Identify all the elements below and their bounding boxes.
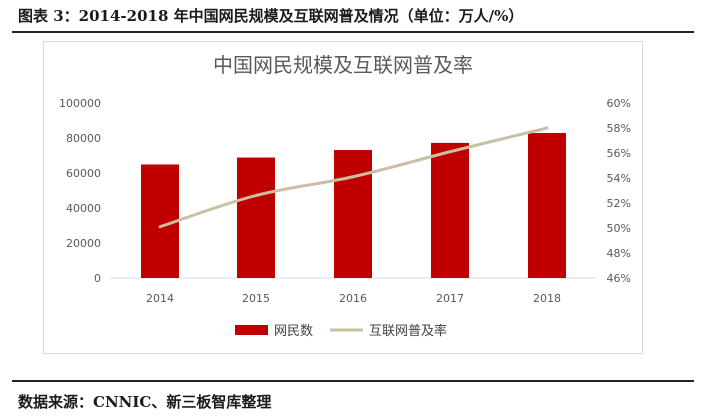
y-tick-label: 80000 [66,132,101,145]
y2-tick-label: 60% [607,97,631,110]
y2-tick-label: 54% [607,172,631,185]
x-tick-label: 2018 [533,292,561,305]
top-rule [12,31,694,33]
legend-swatch-bar [235,325,268,335]
x-tick-label: 2016 [339,292,367,305]
chart-title: 中国网民规模及互联网普及率 [213,53,473,77]
bar-series [141,133,566,278]
y-tick-label: 0 [94,272,101,285]
x-tick-label: 2017 [436,292,464,305]
legend: 网民数 互联网普及率 [235,323,447,339]
y-tick-label: 20000 [66,237,101,250]
y2-tick-label: 52% [607,197,631,210]
y2-tick-label: 48% [607,247,631,260]
penetration-rate-line [158,126,549,229]
y2-tick-label: 56% [607,147,631,160]
legend-label-line: 互联网普及率 [369,323,447,339]
y-tick-label: 60000 [66,167,101,180]
y2-axis-ticks: 60% 58% 56% 54% 52% 50% 48% 46% [607,97,631,285]
figure-caption: 图表 3：2014-2018 年中国网民规模及互联网普及情况（单位：万人/%） [18,7,524,25]
y-axis-ticks: 100000 80000 60000 40000 20000 0 [59,97,101,285]
legend-label-bar: 网民数 [274,324,313,339]
bar-2017 [431,142,469,278]
x-tick-label: 2014 [146,292,174,305]
x-tick-label: 2015 [242,292,270,305]
x-axis-ticks: 2014 2015 2016 2017 2018 [146,292,561,305]
y2-tick-label: 50% [607,222,631,235]
y2-tick-label: 58% [607,122,631,135]
source-note: 数据来源：CNNIC、新三板智库整理 [18,393,272,411]
bar-2018 [528,133,566,278]
bar-2015 [237,157,275,278]
y-tick-label: 100000 [59,97,101,110]
bottom-rule [12,380,694,382]
y-tick-label: 40000 [66,202,101,215]
bar-2016 [334,150,372,278]
y2-tick-label: 46% [607,272,631,285]
line-series [158,126,549,229]
